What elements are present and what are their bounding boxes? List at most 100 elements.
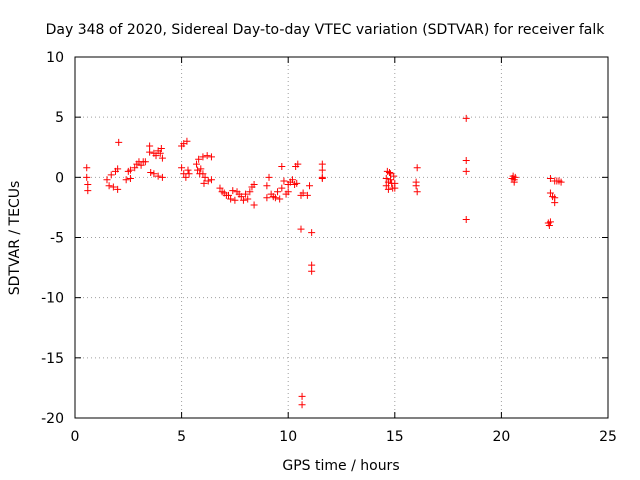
data-point — [107, 171, 115, 179]
data-point — [84, 187, 92, 195]
x-tick-label: 0 — [71, 429, 80, 445]
data-point — [293, 179, 301, 187]
data-point — [382, 182, 390, 190]
data-point — [122, 176, 130, 184]
data-point — [511, 173, 519, 181]
data-point — [308, 229, 316, 237]
x-tick-label: 10 — [279, 429, 297, 445]
data-point — [231, 196, 239, 204]
data-point — [412, 182, 420, 190]
data-point — [84, 181, 92, 189]
data-point — [158, 154, 166, 162]
data-point — [271, 194, 279, 202]
data-point — [157, 144, 165, 152]
y-tick-label: -20 — [41, 411, 64, 427]
data-point — [150, 170, 158, 178]
axis-ticks — [74, 56, 609, 419]
gridlines — [75, 57, 608, 418]
y-tick-label: -15 — [41, 351, 64, 367]
data-point — [114, 165, 122, 173]
data-point — [83, 164, 91, 172]
x-tick-label: 25 — [599, 429, 617, 445]
data-point — [141, 158, 149, 166]
x-axis-label: GPS time / hours — [282, 458, 399, 474]
data-point — [156, 149, 164, 157]
data-point — [201, 173, 209, 181]
data-point — [207, 153, 215, 161]
data-point — [278, 184, 286, 192]
data-point — [299, 189, 307, 197]
data-point — [158, 173, 166, 181]
data-point — [385, 169, 393, 177]
data-point — [263, 182, 271, 190]
data-point — [83, 173, 91, 181]
data-point — [278, 163, 286, 171]
data-point — [510, 178, 518, 186]
data-point — [298, 401, 306, 409]
data-point — [199, 153, 207, 161]
data-point — [462, 215, 470, 223]
data-point — [294, 160, 302, 168]
data-point — [126, 166, 134, 174]
data-point — [308, 261, 316, 269]
y-axis-label: SDTVAR / TECUs — [7, 181, 23, 296]
data-point — [298, 392, 306, 400]
data-point — [318, 175, 326, 183]
data-point — [103, 176, 111, 184]
data-point — [462, 167, 470, 175]
data-point — [146, 148, 154, 156]
y-tick-label: 10 — [46, 50, 64, 66]
data-point — [546, 218, 554, 226]
data-point — [229, 187, 237, 195]
data-point — [318, 166, 326, 174]
data-point — [413, 164, 421, 172]
data-point — [246, 188, 254, 196]
data-point — [105, 182, 113, 190]
data-point — [280, 177, 288, 185]
data-point — [152, 152, 160, 160]
data-point — [250, 181, 258, 189]
data-point — [237, 193, 245, 201]
data-point — [194, 166, 202, 174]
data-point — [551, 194, 559, 202]
data-point — [207, 176, 215, 184]
data-point — [195, 155, 203, 163]
data-point — [146, 142, 154, 150]
data-point — [545, 221, 553, 229]
data-point — [147, 169, 155, 177]
data-point — [197, 165, 205, 173]
data-point — [265, 173, 273, 181]
x-tick-label: 15 — [386, 429, 404, 445]
data-point — [384, 185, 392, 193]
data-point — [225, 191, 233, 199]
y-tick-label: -5 — [50, 231, 64, 247]
data-point — [154, 172, 162, 180]
data-point — [462, 114, 470, 122]
data-point — [244, 195, 252, 203]
data-point — [182, 173, 190, 181]
data-point — [239, 196, 247, 204]
data-point — [303, 191, 311, 199]
x-tick-label: 5 — [177, 429, 186, 445]
chart-title: Day 348 of 2020, Sidereal Day-to-day VTE… — [46, 22, 606, 38]
data-point — [274, 188, 282, 196]
data-point — [284, 188, 292, 196]
data-point — [250, 201, 258, 209]
data-point — [308, 267, 316, 275]
data-point — [306, 182, 314, 190]
data-point — [216, 184, 224, 192]
data-point — [413, 188, 421, 196]
plot-frame — [74, 56, 609, 419]
data-point — [546, 189, 554, 197]
data-point — [390, 172, 398, 180]
data-point — [185, 170, 193, 178]
data-point — [204, 177, 212, 185]
data-point — [200, 179, 208, 187]
data-point — [391, 184, 399, 192]
data-point — [387, 176, 395, 184]
data-point — [183, 137, 191, 145]
data-point — [242, 190, 250, 198]
data-point — [109, 183, 117, 191]
data-point — [184, 166, 192, 174]
x-tick-label: 20 — [492, 429, 510, 445]
